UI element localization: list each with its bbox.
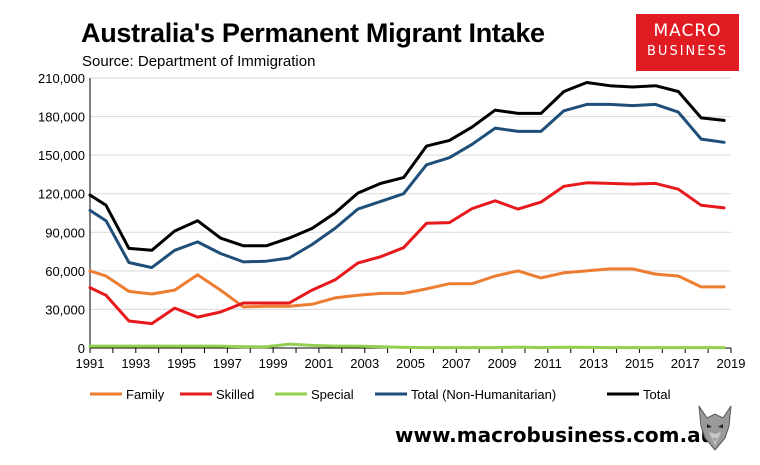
legend-item-family: Family [90,387,165,402]
x-tick-label-2015: 2015 [625,356,654,371]
y-tick-label-30000: 30,000 [45,302,85,317]
y-axis-tick-labels: 0 30,000 60,000 90,000 120,000 150,000 180,000… [38,71,85,356]
legend-label-family: Family [126,387,165,402]
x-tick-label-1999: 1999 [259,356,288,371]
x-tick-label-2001: 2001 [304,356,333,371]
chart-subtitle: Source: Department of Immigration [82,53,316,70]
legend-item-total: Total [607,387,671,402]
y-tick-label-150000: 150,000 [38,148,85,163]
legend-label-total-non-humanitarian: Total (Non-Humanitarian) [411,387,556,402]
y-tick-label-90000: 90,000 [45,225,85,240]
gridlines [90,77,731,310]
x-tick-label-2003: 2003 [350,356,379,371]
series-lines [88,81,726,350]
y-tick-label-120000: 120,000 [38,187,85,202]
legend-item-special: Special [275,387,354,402]
series-line-family [88,267,726,309]
legend-item-skilled: Skilled [180,387,254,402]
x-tick-label-2011: 2011 [534,356,562,371]
x-tick-label-2017: 2017 [671,356,700,371]
y-tick-label-0: 0 [78,341,85,356]
x-tick-label-1991: 1991 [76,356,105,371]
y-tick-label-210000: 210,000 [38,71,85,86]
series-line-total-non-humanitarian [88,102,726,270]
series-line-special [88,342,726,350]
website-url: www.macrobusiness.com.au [395,423,715,447]
x-tick-label-1993: 1993 [121,356,150,371]
legend-label-total: Total [643,387,671,402]
series-line-skilled [88,181,726,326]
x-tick-label-2009: 2009 [488,356,517,371]
logo-line-1: MACRO [653,21,722,41]
x-tick-label-1997: 1997 [213,356,242,371]
legend-item-total-non-humanitarian: Total (Non-Humanitarian) [375,387,556,402]
x-tick-label-2013: 2013 [579,356,608,371]
logo-line-2: BUSINESS [647,44,728,59]
x-tick-label-2005: 2005 [396,356,425,371]
legend-label-skilled: Skilled [216,387,254,402]
x-tick-label-2019: 2019 [717,356,746,371]
chart-title: Australia's Permanent Migrant Intake [81,18,545,48]
legend: Family Skilled Special Total (Non-Humanitar… [90,387,671,402]
series-line-total [88,81,726,252]
y-tick-label-180000: 180,000 [38,110,85,125]
y-tick-label-60000: 60,000 [45,264,85,279]
x-axis-tick-labels: 1991 1993 1995 1997 1999 2001 2003 2005 2007 2009… [76,356,746,371]
wolf-mascot-icon [698,405,732,451]
x-tick-label-2007: 2007 [442,356,471,371]
x-tick-label-1995: 1995 [167,356,196,371]
macrobusiness-logo: MACRO BUSINESS [636,14,739,71]
legend-label-special: Special [311,387,354,402]
